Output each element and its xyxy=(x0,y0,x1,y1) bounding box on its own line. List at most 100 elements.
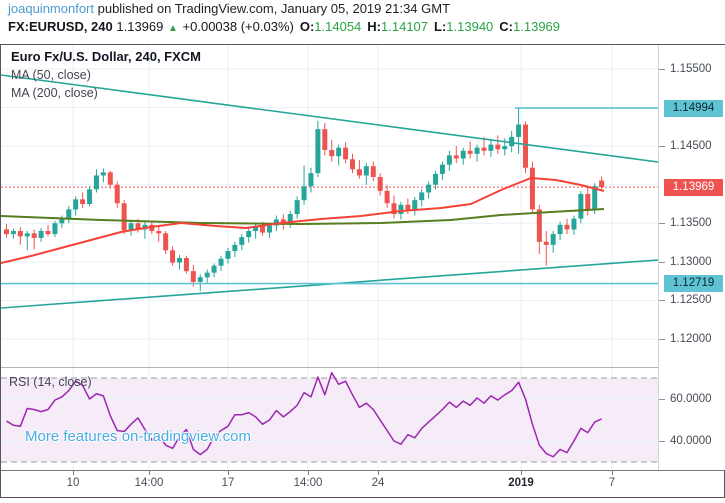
candle-body xyxy=(135,223,141,230)
ohlc-label: L: xyxy=(434,19,447,34)
candle-body xyxy=(536,209,542,242)
candle-body xyxy=(4,229,9,235)
price-chart-canvas xyxy=(1,45,658,367)
candle-body xyxy=(356,169,362,176)
candle-body xyxy=(481,147,487,151)
time-tick xyxy=(73,471,74,475)
candle-body xyxy=(190,271,196,282)
candle-body xyxy=(107,172,113,185)
candle-body xyxy=(100,172,106,176)
candle-body xyxy=(114,184,120,204)
username-link[interactable]: joaquinmonfort xyxy=(8,1,94,16)
current-price-label: 1.13969 xyxy=(664,178,723,196)
price-label: 1.12000 xyxy=(670,332,712,345)
price-label: 1.14500 xyxy=(670,140,712,153)
price-label: 1.13000 xyxy=(670,255,712,268)
candle-body xyxy=(177,257,182,263)
rsi-legend[interactable]: RSI (14, close) xyxy=(9,375,92,389)
time-label: 7 xyxy=(608,477,616,489)
price-tick xyxy=(659,399,665,400)
ohlc-value: 1.14107 xyxy=(381,19,429,34)
price-tick xyxy=(659,441,665,442)
symbol-line: FX:EURUSD, 240 1.13969 ▲ +0.00038 (+0.03… xyxy=(8,19,718,37)
time-axis[interactable]: 10 14:00 17 14:00 24 2019 7 xyxy=(1,471,724,496)
main-price-pane[interactable]: Euro Fx/U.S. Dollar, 240, FXCM MA (50, c… xyxy=(1,45,658,367)
candle-body xyxy=(592,186,598,210)
price-tick xyxy=(659,223,665,225)
candle-body xyxy=(232,244,238,252)
candle-body xyxy=(488,144,494,151)
ohlc-label: C: xyxy=(499,19,514,34)
candle-body xyxy=(564,224,570,230)
candle-body xyxy=(204,272,210,278)
candle-body xyxy=(336,147,342,157)
candle-body xyxy=(599,180,605,188)
candle-body xyxy=(446,155,452,165)
price-label: 1.12500 xyxy=(670,294,712,307)
ma200-line xyxy=(1,208,605,225)
header: joaquinmonfort published on TradingView.… xyxy=(8,1,718,37)
candle-body xyxy=(66,209,72,219)
candle-body xyxy=(529,167,535,210)
pane-separator[interactable] xyxy=(1,367,724,368)
candle-body xyxy=(412,200,418,210)
candle-body xyxy=(170,250,176,263)
candle-body xyxy=(370,166,376,177)
time-tick xyxy=(228,471,229,475)
ohlc-value: 1.13969 xyxy=(513,19,561,34)
candle-body xyxy=(24,233,30,237)
candle-body xyxy=(384,190,390,204)
time-label: 10 xyxy=(66,477,80,489)
candle-body xyxy=(45,230,51,235)
axis-separator xyxy=(1,470,724,471)
candle-body xyxy=(557,224,563,235)
price-change: +0.00038 (+0.03%) xyxy=(182,19,294,34)
candle-body xyxy=(225,251,231,259)
time-label: 14:00 xyxy=(293,477,323,489)
candle-body xyxy=(59,218,65,224)
ohlc-values: O:1.14054 H:1.14107 L:1.13940 C:1.13969 xyxy=(294,19,560,34)
price-axis[interactable]: 1.15500 1.14500 1.13500 1.13000 1.12500 1.120… xyxy=(658,45,725,470)
candle-body xyxy=(10,230,16,235)
candle-body xyxy=(266,225,272,233)
candle-body xyxy=(315,129,321,174)
symbol-label: FX:EURUSD, 240 xyxy=(8,19,113,34)
candle-body xyxy=(218,258,224,266)
candle-body xyxy=(433,173,439,185)
price-tick xyxy=(659,261,665,263)
candle-body xyxy=(73,199,79,210)
ma200-legend[interactable]: MA (200, close) xyxy=(11,86,98,100)
candle-body xyxy=(405,204,411,210)
time-tick xyxy=(612,471,613,475)
rsi-pane[interactable]: RSI (14, close) More features on-trading… xyxy=(1,368,658,470)
candle-body xyxy=(571,218,577,230)
publish-text: published on TradingView.com, January 05… xyxy=(94,1,451,16)
candle-body xyxy=(273,219,279,226)
price-tick xyxy=(659,338,665,340)
candle-body xyxy=(523,124,528,168)
ma50-legend[interactable]: MA (50, close) xyxy=(11,68,91,82)
candle-body xyxy=(52,223,58,235)
price-label: 1.15500 xyxy=(670,63,712,75)
price-tick xyxy=(659,146,665,148)
level-price-label: 1.12719 xyxy=(664,275,723,293)
candle-body xyxy=(17,230,23,237)
candle-body xyxy=(260,226,266,233)
watermark-link[interactable]: More features on-tradingview.com xyxy=(25,428,251,445)
chart-widget: Euro Fx/U.S. Dollar, 240, FXCM MA (50, c… xyxy=(0,44,725,498)
candle-body xyxy=(287,214,293,225)
rsi-line xyxy=(6,372,602,458)
candle-body xyxy=(453,155,459,159)
last-price: 1.13969 xyxy=(116,19,164,34)
candle-body xyxy=(211,265,217,273)
chart-legend-title: Euro Fx/U.S. Dollar, 240, FXCM xyxy=(11,49,201,64)
candle-body xyxy=(246,230,252,238)
candle-body xyxy=(419,192,425,201)
ohlc-value: 1.14054 xyxy=(314,19,362,34)
candle-body xyxy=(38,230,44,238)
candle-body xyxy=(439,164,445,174)
level-price-label: 1.14994 xyxy=(664,99,723,117)
rsi-canvas xyxy=(1,368,658,470)
candle-body xyxy=(460,150,466,159)
